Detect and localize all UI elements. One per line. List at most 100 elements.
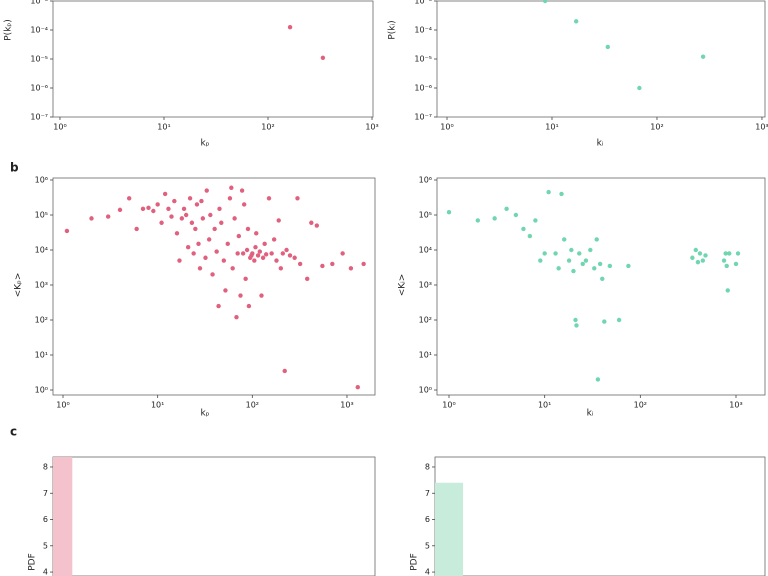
point	[492, 216, 497, 221]
point	[600, 276, 605, 282]
point	[181, 206, 187, 212]
x-tick-label: 10²	[261, 123, 274, 132]
point	[239, 188, 245, 193]
point	[607, 263, 613, 269]
plot-frame	[52, 456, 376, 576]
point	[276, 218, 281, 223]
point	[217, 206, 222, 212]
y-tick-label: 10⁴	[419, 245, 432, 254]
point	[733, 261, 739, 267]
x-tick-label: 10⁰	[56, 401, 69, 410]
point	[259, 293, 264, 298]
panel-label: b	[10, 161, 19, 175]
point	[177, 258, 182, 263]
point	[246, 303, 252, 309]
point	[546, 189, 551, 195]
point	[166, 206, 171, 212]
point	[183, 212, 189, 218]
point	[626, 263, 631, 269]
point	[475, 218, 481, 223]
point	[162, 191, 168, 197]
point	[287, 253, 293, 258]
point	[330, 261, 335, 267]
y-tick-label: 6	[43, 515, 48, 524]
point	[597, 261, 603, 267]
point	[236, 233, 242, 239]
x-tick-label: 10¹	[545, 123, 558, 132]
y-tick-label: 10⁻⁵	[414, 55, 432, 64]
point	[700, 258, 706, 263]
point	[187, 196, 193, 201]
point	[297, 261, 303, 267]
point	[221, 258, 227, 263]
point	[255, 253, 261, 258]
point	[257, 249, 263, 254]
point	[232, 216, 237, 221]
y-tick-label: 10⁻³	[30, 0, 48, 6]
point	[697, 251, 703, 256]
point	[64, 228, 70, 234]
point	[594, 237, 599, 242]
y-tick-label: 10¹	[35, 351, 48, 360]
y-axis-label: PDF	[410, 553, 420, 571]
x-tick-label: 10²	[650, 123, 663, 132]
y-axis-label: P(kᵢ)	[388, 20, 398, 39]
point	[340, 251, 345, 256]
point	[574, 323, 579, 328]
point	[227, 196, 233, 201]
point	[573, 317, 578, 323]
point	[605, 44, 610, 50]
point	[250, 251, 255, 256]
point	[287, 24, 293, 30]
y-tick-label: 10³	[419, 280, 432, 289]
point	[159, 220, 164, 225]
point	[446, 210, 452, 215]
x-tick-label: 10³	[729, 401, 742, 410]
point	[200, 216, 206, 221]
point	[553, 251, 558, 256]
point	[185, 245, 191, 250]
point	[616, 317, 622, 323]
y-tick-label: 10⁻⁴	[30, 26, 48, 35]
y-tick-label: 7	[43, 489, 48, 498]
point	[169, 214, 174, 219]
point	[214, 249, 219, 254]
point	[571, 268, 576, 274]
point	[174, 231, 180, 236]
point	[241, 202, 247, 207]
point	[727, 251, 732, 256]
point	[361, 261, 366, 267]
y-tick-label: 5	[43, 541, 48, 550]
point	[252, 258, 257, 263]
point	[219, 220, 224, 225]
point	[204, 188, 209, 193]
x-axis-label: kₚ	[200, 409, 209, 419]
x-tick-label: 10²	[634, 401, 647, 410]
point	[559, 191, 564, 197]
y-tick-label: 10⁻³	[414, 0, 432, 6]
x-axis-label: kₚ	[200, 139, 209, 149]
point	[151, 208, 156, 214]
point	[134, 226, 139, 232]
plot-frame	[436, 0, 766, 118]
y-tick-label: 10⁻⁶	[30, 84, 48, 93]
y-tick-label: 10³	[35, 280, 48, 289]
point	[320, 263, 325, 269]
point	[271, 237, 277, 242]
point	[194, 202, 200, 207]
point	[569, 247, 574, 253]
point	[155, 202, 160, 207]
point	[210, 272, 215, 277]
point	[278, 266, 284, 271]
point	[533, 218, 538, 223]
point	[280, 251, 286, 256]
point	[212, 226, 217, 232]
point	[700, 54, 706, 59]
y-axis-label: P(kₚ)	[4, 19, 14, 41]
y-tick-label: 4	[425, 568, 430, 576]
point	[146, 205, 151, 211]
y-tick-label: 10⁶	[419, 175, 432, 184]
point	[690, 255, 695, 260]
point	[580, 261, 585, 267]
